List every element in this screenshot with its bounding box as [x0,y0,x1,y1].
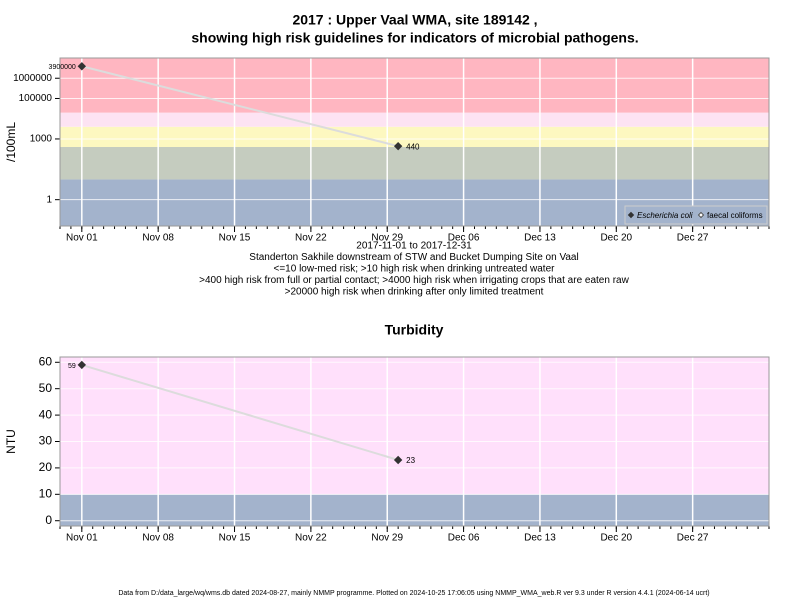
x-tick-label: Nov 29 [371,233,403,244]
data-point [77,360,87,370]
risk-band [60,357,769,495]
x-tick-label: Nov 01 [66,533,98,544]
x-tick-label: Nov 22 [295,233,327,244]
y-tick-label: 50 [39,381,53,395]
x-tick-label: Dec 20 [600,233,632,244]
y-tick-label: 1000000 [13,73,52,84]
y-tick-label: 40 [39,407,53,421]
y-tick-label: 30 [39,434,53,448]
legend-box [624,205,768,225]
legend-label: faecal coliforms [707,211,763,220]
y-tick-label: 60 [39,354,53,368]
y-tick-label: 0 [45,513,52,527]
data-point [393,455,403,465]
chart-note: >400 high risk from full or partial cont… [199,275,629,286]
risk-band [60,147,769,180]
x-tick-label: Nov 15 [219,533,251,544]
x-tick-label: Nov 15 [219,233,251,244]
legend-marker [627,211,635,219]
series-line [81,65,399,148]
data-label: 59 [68,363,76,370]
chart-note: Standerton Sakhile downstream of STW and… [249,252,578,263]
y-axis-label: /100mL [4,122,18,162]
x-tick-label: Nov 22 [295,533,327,544]
y-tick-label: 1 [46,194,52,205]
y-tick-label: 10 [39,486,53,500]
legend: Escherichia coli faecal coliforms [624,205,768,225]
data-point [77,62,87,71]
x-tick-label: Nov 08 [142,233,174,244]
x-tick-label: Dec 06 [448,533,480,544]
chart-note: >20000 high risk when drinking after onl… [285,287,544,298]
x-tick-label: Dec 27 [677,533,709,544]
legend-label: Escherichia coli [637,211,693,220]
y-tick-label: 1000 [30,134,53,145]
series-line [81,363,399,461]
y-tick-label: 100000 [19,93,53,104]
data-label: 3900000 [49,64,76,71]
risk-band [60,112,769,127]
chart-subtitle: showing high risk guidelines for indicat… [191,30,638,46]
x-tick-label: Dec 20 [600,533,632,544]
x-tick-label: Nov 01 [66,233,98,244]
risk-band [60,126,769,148]
chart-title: 2017 : Upper Vaal WMA, site 189142 , [292,12,537,28]
footer: Data from D:/data_large/wq/wms.db dated … [118,590,709,597]
chart-title: Turbidity [385,322,444,338]
x-tick-label: Nov 29 [371,533,403,544]
data-label: 23 [406,456,415,465]
chart-note: <=10 low-med risk; >10 high risk when dr… [274,264,556,275]
data-point [393,141,403,151]
x-tick-label: Dec 27 [677,233,709,244]
chart-note: 2017-11-01 to 2017-12-31 [356,241,472,252]
x-tick-label: Dec 13 [524,533,556,544]
legend-marker [697,211,705,219]
y-tick-label: 20 [39,460,53,474]
plot-frame [59,356,770,527]
y-axis-label: NTU [4,429,18,454]
data-label: 440 [406,142,420,151]
risk-band [60,494,769,526]
x-tick-label: Dec 06 [448,233,480,244]
risk-band [60,58,769,113]
x-tick-label: Dec 13 [524,233,556,244]
x-tick-label: Nov 08 [142,533,174,544]
plot-frame [59,57,770,227]
